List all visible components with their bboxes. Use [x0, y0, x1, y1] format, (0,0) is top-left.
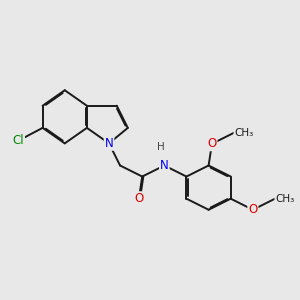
Text: N: N — [105, 137, 113, 150]
Text: Cl: Cl — [13, 134, 24, 147]
Text: CH₃: CH₃ — [275, 194, 294, 204]
Text: CH₃: CH₃ — [234, 128, 253, 138]
Text: O: O — [248, 203, 257, 216]
Text: O: O — [207, 137, 217, 150]
Text: H: H — [157, 142, 165, 152]
Text: N: N — [160, 159, 169, 172]
Text: O: O — [134, 192, 143, 205]
